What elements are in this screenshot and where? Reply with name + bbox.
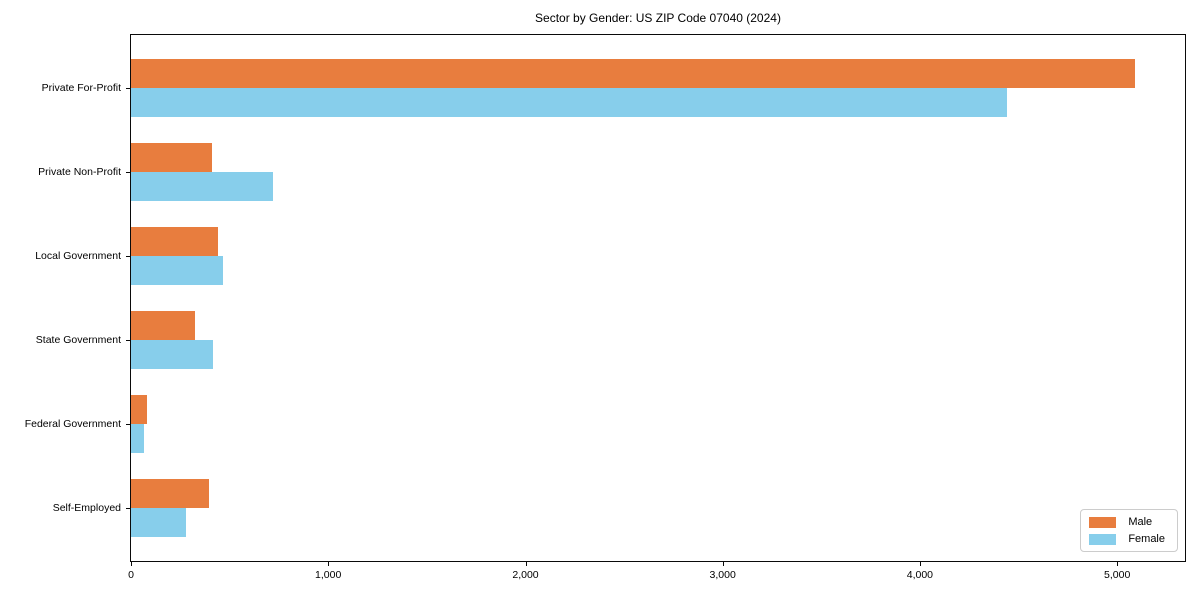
y-axis-tick [126,256,130,257]
y-axis-category-label: Federal Government [24,418,121,430]
x-axis-tick [525,562,527,566]
x-axis-tick-label: 1,000 [315,569,342,581]
legend-label: Female [1128,533,1165,545]
x-axis-tick-label: 5,000 [1104,569,1131,581]
y-axis-tick [126,508,130,509]
y-axis-category-label: State Government [35,334,121,346]
y-axis-tick [126,340,130,341]
x-axis-tick [328,562,330,566]
x-axis-tick-label: 3,000 [709,569,736,581]
bar-male-2 [131,227,218,256]
bar-female-5 [131,508,187,537]
y-axis-category-label: Self-Employed [52,502,121,514]
x-axis-tick [131,562,132,566]
legend-item-female: Female [1089,533,1165,545]
bar-male-3 [131,311,196,340]
legend-swatch-male [1089,516,1117,528]
bar-female-1 [131,172,273,201]
y-axis-tick [126,424,130,425]
x-axis-tick [1117,562,1119,566]
chart-title: Sector by Gender: US ZIP Code 07040 (202… [535,11,781,25]
x-axis-tick-label: 4,000 [906,569,934,581]
y-axis-category-label: Private Non-Profit [38,166,121,178]
x-axis-tick-label: 0 [128,569,134,581]
bar-male-1 [131,143,212,172]
x-axis-tick [722,562,724,566]
y-axis-category-label: Private For-Profit [41,82,121,94]
bar-female-3 [131,340,213,369]
bar-female-4 [131,424,144,453]
bar-male-0 [131,59,1135,88]
x-axis-tick [919,562,921,566]
legend-swatch-female [1089,533,1117,545]
y-axis-tick [126,88,130,89]
bar-male-4 [131,395,147,424]
y-axis-tick [126,172,130,173]
bar-female-2 [131,256,223,285]
plot-area: Male Female [130,34,1186,562]
legend-label: Male [1128,516,1153,528]
x-axis-tick-label: 2,000 [512,569,539,581]
legend-item-male: Male [1089,516,1165,528]
legend: Male Female [1080,509,1178,552]
y-axis-category-label: Local Government [35,250,121,262]
bar-male-5 [131,479,209,508]
bar-female-0 [131,88,1007,117]
